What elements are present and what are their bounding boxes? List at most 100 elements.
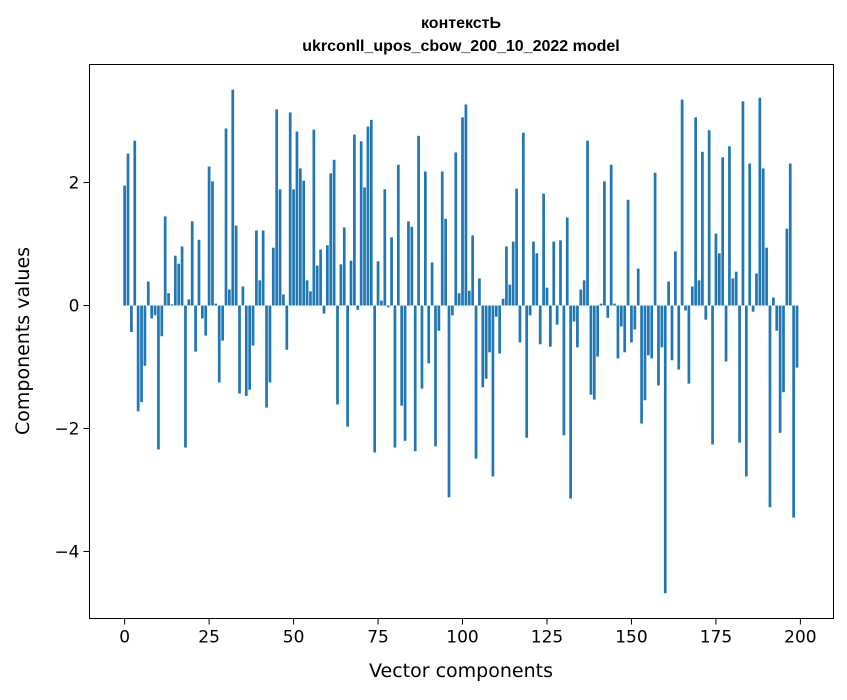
bar-191	[768, 305, 772, 508]
bar-122	[535, 253, 539, 306]
bar-0	[123, 185, 126, 306]
bar-168	[690, 286, 694, 306]
bar-68	[353, 134, 356, 306]
bar-76	[380, 300, 383, 306]
bar-58	[319, 249, 322, 306]
bar-166	[684, 305, 687, 311]
bar-15	[173, 255, 177, 306]
bar-88	[420, 305, 424, 389]
bar-44	[271, 247, 275, 306]
bar-118	[521, 132, 525, 306]
bar-198	[792, 305, 795, 518]
bar-100	[461, 117, 464, 306]
bar-39	[255, 230, 258, 306]
bar-65	[342, 227, 346, 306]
bar-172	[704, 305, 708, 320]
bar-188	[758, 97, 762, 306]
y-tick-label: 2	[69, 174, 80, 194]
bar-125	[545, 287, 549, 306]
bar-85	[410, 226, 414, 306]
bar-63	[336, 305, 339, 405]
x-axis-ticks: 0 25 50 75 100 125 150 175 200	[119, 618, 817, 648]
bar-150	[630, 305, 633, 343]
x-tick-label: 25	[198, 628, 220, 648]
bar-180	[731, 278, 735, 306]
bar-33	[234, 225, 238, 306]
bar-55	[309, 291, 312, 306]
bar-79	[390, 237, 393, 306]
bar-162	[670, 305, 674, 361]
bar-29	[221, 305, 224, 341]
bar-133	[572, 305, 576, 322]
bar-47	[282, 294, 285, 306]
bar-89	[423, 171, 427, 306]
bar-104	[474, 305, 478, 459]
bar-86	[413, 305, 417, 452]
bar-186	[751, 305, 755, 312]
bar-2	[130, 305, 133, 332]
bar-61	[329, 173, 333, 306]
bar-66	[346, 305, 349, 427]
bar-107	[484, 305, 488, 379]
bar-99	[457, 293, 461, 306]
bar-87	[417, 135, 420, 306]
bar-74	[373, 305, 377, 453]
chart-subtitle: ukrconll_upos_cbow_200_10_2022 model	[302, 38, 619, 55]
bar-82	[400, 305, 404, 406]
bar-26	[211, 181, 214, 306]
bar-148	[623, 305, 627, 353]
x-tick-label: 200	[784, 628, 816, 648]
bar-19	[187, 299, 191, 306]
bar-45	[275, 109, 279, 306]
bar-6	[143, 305, 147, 366]
bar-154	[643, 305, 647, 401]
bar-91	[430, 262, 434, 306]
bar-4	[136, 305, 140, 412]
bar-101	[464, 104, 468, 306]
x-axis-label: Vector components	[369, 660, 553, 682]
bar-94	[440, 171, 444, 306]
bar-59	[322, 305, 326, 314]
bar-12	[163, 216, 167, 306]
bar-160	[663, 305, 667, 594]
bar-177	[721, 157, 725, 306]
bar-77	[383, 189, 387, 306]
bar-195	[782, 305, 785, 393]
bar-106	[481, 305, 485, 388]
bar-9	[153, 305, 157, 316]
bar-183	[741, 101, 745, 306]
bar-46	[278, 189, 282, 306]
bar-179	[728, 146, 731, 306]
bar-170	[697, 280, 701, 306]
y-axis-ticks: −4 −2 0 2	[54, 174, 90, 562]
bar-103	[471, 235, 475, 306]
bar-22	[197, 239, 201, 306]
bar-112	[501, 298, 505, 306]
bar-21	[194, 305, 197, 352]
bars-group	[123, 89, 799, 594]
bar-1	[126, 153, 130, 306]
bar-197	[788, 163, 792, 306]
bar-50	[292, 189, 295, 306]
bar-38	[251, 305, 255, 346]
bar-181	[734, 271, 738, 306]
bar-108	[488, 305, 491, 353]
bar-16	[177, 263, 181, 306]
y-axis-label: Components values	[12, 247, 34, 435]
bar-146	[616, 305, 620, 359]
bar-57	[315, 265, 319, 306]
bar-196	[785, 228, 789, 306]
x-tick-label: 0	[119, 628, 130, 648]
bar-159	[660, 305, 664, 348]
bar-127	[552, 241, 556, 306]
bar-157	[653, 172, 657, 306]
bar-124	[542, 193, 545, 306]
bar-141	[599, 303, 603, 306]
bar-51	[295, 131, 299, 306]
bar-84	[407, 221, 410, 306]
x-tick-label: 50	[283, 628, 305, 648]
bar-30	[224, 128, 228, 306]
bar-111	[498, 305, 502, 354]
bar-187	[755, 273, 758, 306]
